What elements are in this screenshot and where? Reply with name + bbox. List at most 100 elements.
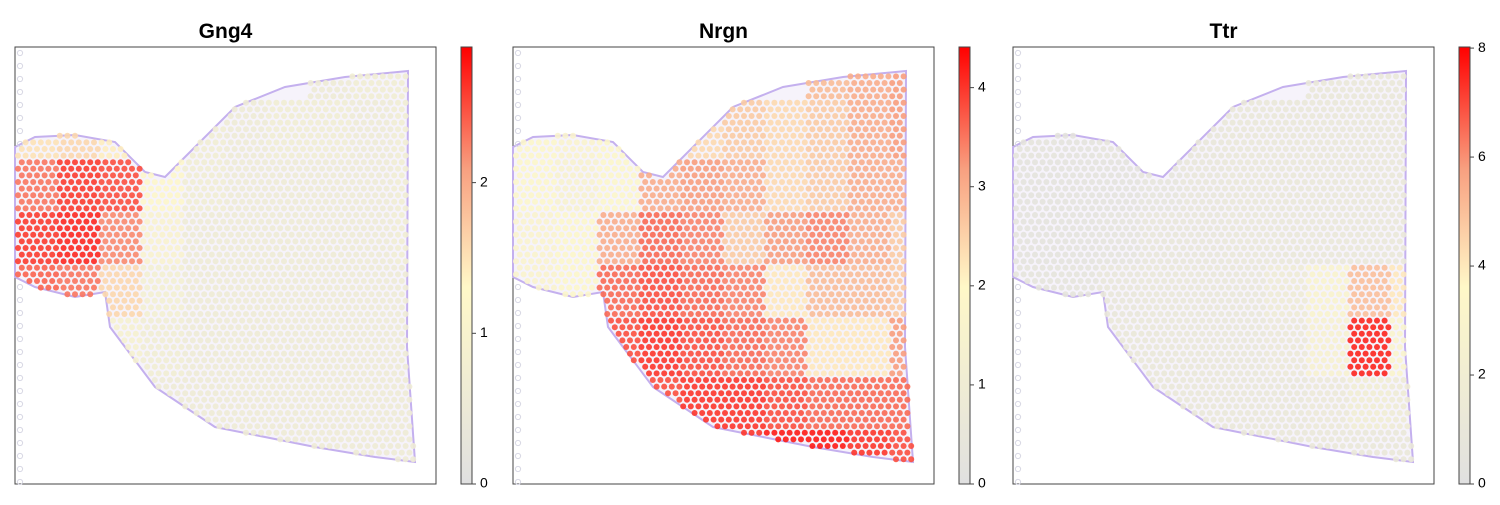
spot [889,436,895,442]
spot [703,205,709,211]
spot [570,186,576,192]
spot [806,238,812,244]
spot [1252,146,1258,152]
spot [1279,126,1285,132]
spot [220,245,226,251]
spot [619,245,625,251]
spot [836,93,842,99]
spot [1108,146,1114,152]
spot [893,245,899,251]
spot [300,265,306,271]
spot [190,153,196,159]
spot [566,179,572,185]
spot [384,344,390,350]
spot [809,179,815,185]
spot [741,113,747,119]
spot [866,384,872,390]
spot [768,265,774,271]
spot [213,271,219,277]
spot [851,265,857,271]
spot [612,245,618,251]
spot [346,225,352,231]
spot [1317,153,1323,159]
spot [292,384,298,390]
spot [49,238,55,244]
spot [365,179,371,185]
spot [349,377,355,383]
spot [1047,186,1053,192]
spot [840,153,846,159]
spot [832,285,838,291]
spot [1119,153,1125,159]
spot [308,186,314,192]
spot [368,423,374,429]
spot [1344,120,1350,126]
spot [289,192,295,198]
spot [334,351,340,357]
spot [380,337,386,343]
spot [817,153,823,159]
spot [676,344,682,350]
spot [707,238,713,244]
spot [144,258,150,264]
spot [798,423,804,429]
spot [1366,106,1372,112]
spot [251,285,257,291]
spot [749,417,755,423]
spot [1347,100,1353,106]
spot [874,331,880,337]
spot [1287,100,1293,106]
spot [1355,126,1361,132]
spot [844,291,850,297]
spot [110,318,116,324]
spot [353,423,359,429]
spot [809,258,815,264]
spot [783,159,789,165]
spot [1374,146,1380,152]
spot [1355,100,1361,106]
spot [361,106,367,112]
spot [1028,139,1034,145]
spot [844,265,850,271]
spot [825,258,831,264]
spot [106,166,112,172]
spot [270,159,276,165]
spot [836,146,842,152]
spot [874,93,880,99]
spot [1100,146,1106,152]
spot [380,139,386,145]
spot [1154,199,1160,205]
spot [220,337,226,343]
spot [387,126,393,132]
spot [657,192,663,198]
spot [125,331,131,337]
spot [281,113,287,119]
spot [125,318,131,324]
spot [840,351,846,357]
spot [95,159,101,165]
spot [182,271,188,277]
spot [220,311,226,317]
spot [406,436,412,442]
spot [61,139,67,145]
spot [247,252,253,258]
spot [235,166,241,172]
spot [106,285,112,291]
spot [1382,120,1388,126]
spot [1089,166,1095,172]
spot [737,159,743,165]
spot [338,212,344,218]
spot [182,403,188,409]
spot [1294,153,1300,159]
spot [125,225,131,231]
spot [1249,113,1255,119]
spot [1222,120,1228,126]
spot [657,298,663,304]
spot [1108,199,1114,205]
spot [391,318,397,324]
spot [384,304,390,310]
spot [239,265,245,271]
spot [847,364,853,370]
spot [756,390,762,396]
spot [384,384,390,390]
